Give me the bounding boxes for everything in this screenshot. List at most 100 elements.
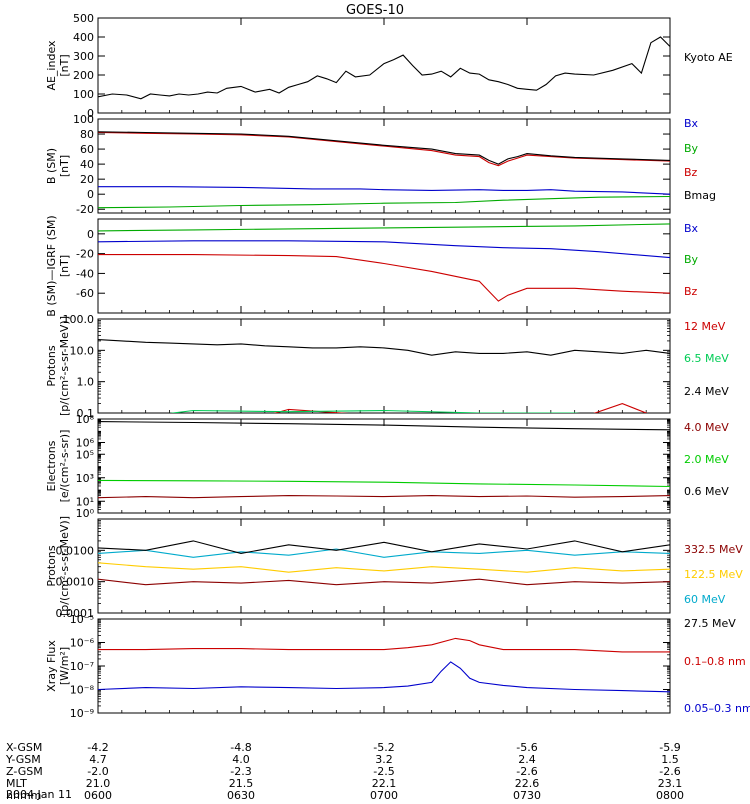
- legend-entry: 122.5 MeV: [684, 568, 743, 581]
- legend-entry: 6.5 MeV: [684, 352, 729, 365]
- y-tick-label: 500: [73, 12, 94, 25]
- y-tick-label: 0.0010: [56, 576, 95, 589]
- y-tick-label: 0: [87, 188, 94, 201]
- series-line-0-05-0-3-nm: [98, 661, 670, 693]
- y-tick-label: 20: [80, 173, 94, 186]
- axis-row-value: 2.4: [518, 753, 536, 766]
- y-tick-label: 100: [73, 88, 94, 101]
- legend-entry: 0.6 MeV: [684, 485, 729, 498]
- y-axis-unit: [nT]: [58, 255, 71, 277]
- y-tick-label: 0: [87, 228, 94, 241]
- y-tick-label: 1.0: [77, 376, 95, 389]
- y-tick-label: 10⁰: [76, 507, 95, 520]
- y-tick-label: 0.0100: [56, 544, 95, 557]
- axis-row-value: 22.6: [515, 777, 540, 790]
- series-line-bz: [98, 254, 670, 302]
- axis-row-label: Z-GSM: [6, 765, 43, 778]
- axis-row-value: 22.1: [372, 777, 397, 790]
- y-tick-label: -20: [76, 203, 94, 216]
- axis-row-label: MLT: [6, 777, 27, 790]
- y-axis-unit: [p/(cm²-s-sr-MeV)]: [58, 316, 71, 416]
- panel-4: 0.1 1.0 10.0 100.0 Protons [p/(cm²-s-sr-MeV)]…: [45, 313, 729, 420]
- y-tick-label: 40: [80, 158, 94, 171]
- y-tick-label: 10.0: [70, 344, 95, 357]
- y-tick-label: -40: [76, 267, 94, 280]
- y-axis-label: Xray Flux: [45, 640, 58, 692]
- series-line-0-6-mev: [98, 421, 670, 431]
- time-axis: X-GSM -4.2 -4.8 -5.2 -5.6 -5.9 Y-GSM 4.7 4.0 3.2 2…: [5, 741, 684, 802]
- series-line-kyoto-ae: [98, 36, 670, 100]
- legend-entry: Bx: [684, 222, 699, 235]
- series-group: [98, 421, 670, 499]
- y-tick-label: 10³: [76, 472, 94, 485]
- y-axis-label: AE_index: [45, 40, 58, 91]
- legend-entry: 0.1–0.8 nm: [684, 655, 746, 668]
- legend-entry: 12 MeV: [684, 320, 726, 333]
- axis-row-value: 21.5: [229, 777, 254, 790]
- axis-row-value: 3.2: [375, 753, 393, 766]
- y-axis-label: B (SM): [45, 148, 58, 184]
- legend-entry: Bmag: [684, 189, 716, 202]
- legend-entry: 27.5 MeV: [684, 617, 736, 630]
- series-line-12-mev: [273, 403, 648, 413]
- axis-row-value: 0600: [84, 789, 112, 800]
- legend-entry: 0.05–0.3 nm: [684, 702, 750, 715]
- panel-frame: [97, 418, 671, 514]
- series-line-2-0-mev: [98, 479, 670, 488]
- y-axis-unit: [nT]: [58, 155, 71, 177]
- panel-2: -20 0 20 40 60 80 100 B (SM) [nT] Bx By Bz Bmag: [45, 113, 716, 216]
- axis-row-value: -4.2: [87, 741, 108, 754]
- y-axis-unit: [p/(cm²-s-sr-MeV)]: [58, 516, 71, 616]
- series-group: [98, 339, 670, 413]
- y-tick-label: 10⁻⁹: [70, 707, 94, 720]
- axis-row-value: 1.5: [661, 753, 679, 766]
- axis-row-label: Y-GSM: [5, 753, 41, 766]
- y-tick-label: 10⁸: [76, 413, 95, 426]
- legend-entry: 60 MeV: [684, 593, 726, 606]
- y-axis-unit: [nT]: [58, 54, 71, 76]
- y-tick-label: -20: [76, 248, 94, 261]
- legend-entry: By: [684, 253, 699, 266]
- axis-row-value: -2.0: [87, 765, 108, 778]
- legend-entry: Kyoto AE: [684, 51, 733, 64]
- y-tick-label: -60: [76, 287, 94, 300]
- series-line-27-5-mev: [98, 540, 670, 554]
- series-line-0-1-0-8-nm: [98, 637, 670, 653]
- panel-frame: [97, 618, 671, 714]
- series-line-by: [98, 223, 670, 232]
- series-line-4-0-mev: [98, 495, 670, 499]
- y-axis-label: Protons: [45, 345, 58, 386]
- axis-row-label: hhmm: [6, 789, 41, 800]
- y-tick-label: 10⁻⁶: [70, 637, 95, 650]
- series-line-bz: [98, 131, 670, 167]
- y-tick-label: 400: [73, 31, 94, 44]
- axis-row-label: X-GSM: [6, 741, 42, 754]
- legend-entry: 332.5 MeV: [684, 543, 743, 556]
- series-group: [98, 36, 670, 100]
- y-tick-label: 200: [73, 69, 94, 82]
- y-tick-label: 60: [80, 143, 94, 156]
- legend-entry: By: [684, 142, 699, 155]
- y-tick-label: 10⁶: [76, 437, 95, 450]
- y-tick-label: 0: [87, 107, 94, 120]
- y-axis-unit: [W/m²]: [58, 647, 71, 685]
- y-axis-label: Protons: [45, 545, 58, 586]
- series-group: [98, 637, 670, 693]
- y-tick-label: 100.0: [63, 313, 95, 326]
- panel-1: 0 100 200 300 400 500 AE_index [nT] Kyoto AE: [45, 12, 733, 120]
- panel-7: 10⁻⁹ 10⁻⁸ 10⁻⁷ 10⁻⁶ 10⁻⁵ Xray Flux [W/m²] 0.1–0…: [45, 613, 750, 720]
- axis-row-value: 23.1: [658, 777, 683, 790]
- axis-row-value: -5.9: [659, 741, 680, 754]
- y-tick-label: 10⁻⁸: [70, 684, 95, 697]
- axis-row-value: -2.6: [659, 765, 680, 778]
- y-tick-label: 100: [73, 113, 94, 126]
- axis-row-value: 0630: [227, 789, 255, 800]
- legend-entry: 2.4 MeV: [684, 385, 729, 398]
- legend-entry: Bz: [684, 285, 698, 298]
- legend-entry: Bz: [684, 166, 698, 179]
- axis-row-value: 0730: [513, 789, 541, 800]
- y-tick-label: 10⁻⁷: [70, 660, 94, 673]
- series-group: [98, 223, 670, 302]
